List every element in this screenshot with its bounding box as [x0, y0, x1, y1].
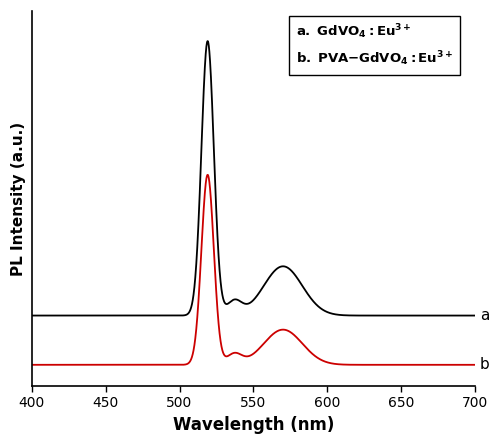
X-axis label: Wavelength (nm): Wavelength (nm) — [173, 416, 334, 434]
Text: a: a — [480, 308, 489, 323]
Text: $\mathbf{a.}$ $\mathbf{GdVO_4{:}Eu^{3+}}$
$\mathbf{b.}$ $\mathbf{PVA{-}GdVO_4{:}: $\mathbf{a.}$ $\mathbf{GdVO_4{:}Eu^{3+}}… — [296, 22, 453, 68]
Text: b: b — [480, 357, 490, 372]
Y-axis label: PL Intensity (a.u.): PL Intensity (a.u.) — [11, 121, 26, 275]
